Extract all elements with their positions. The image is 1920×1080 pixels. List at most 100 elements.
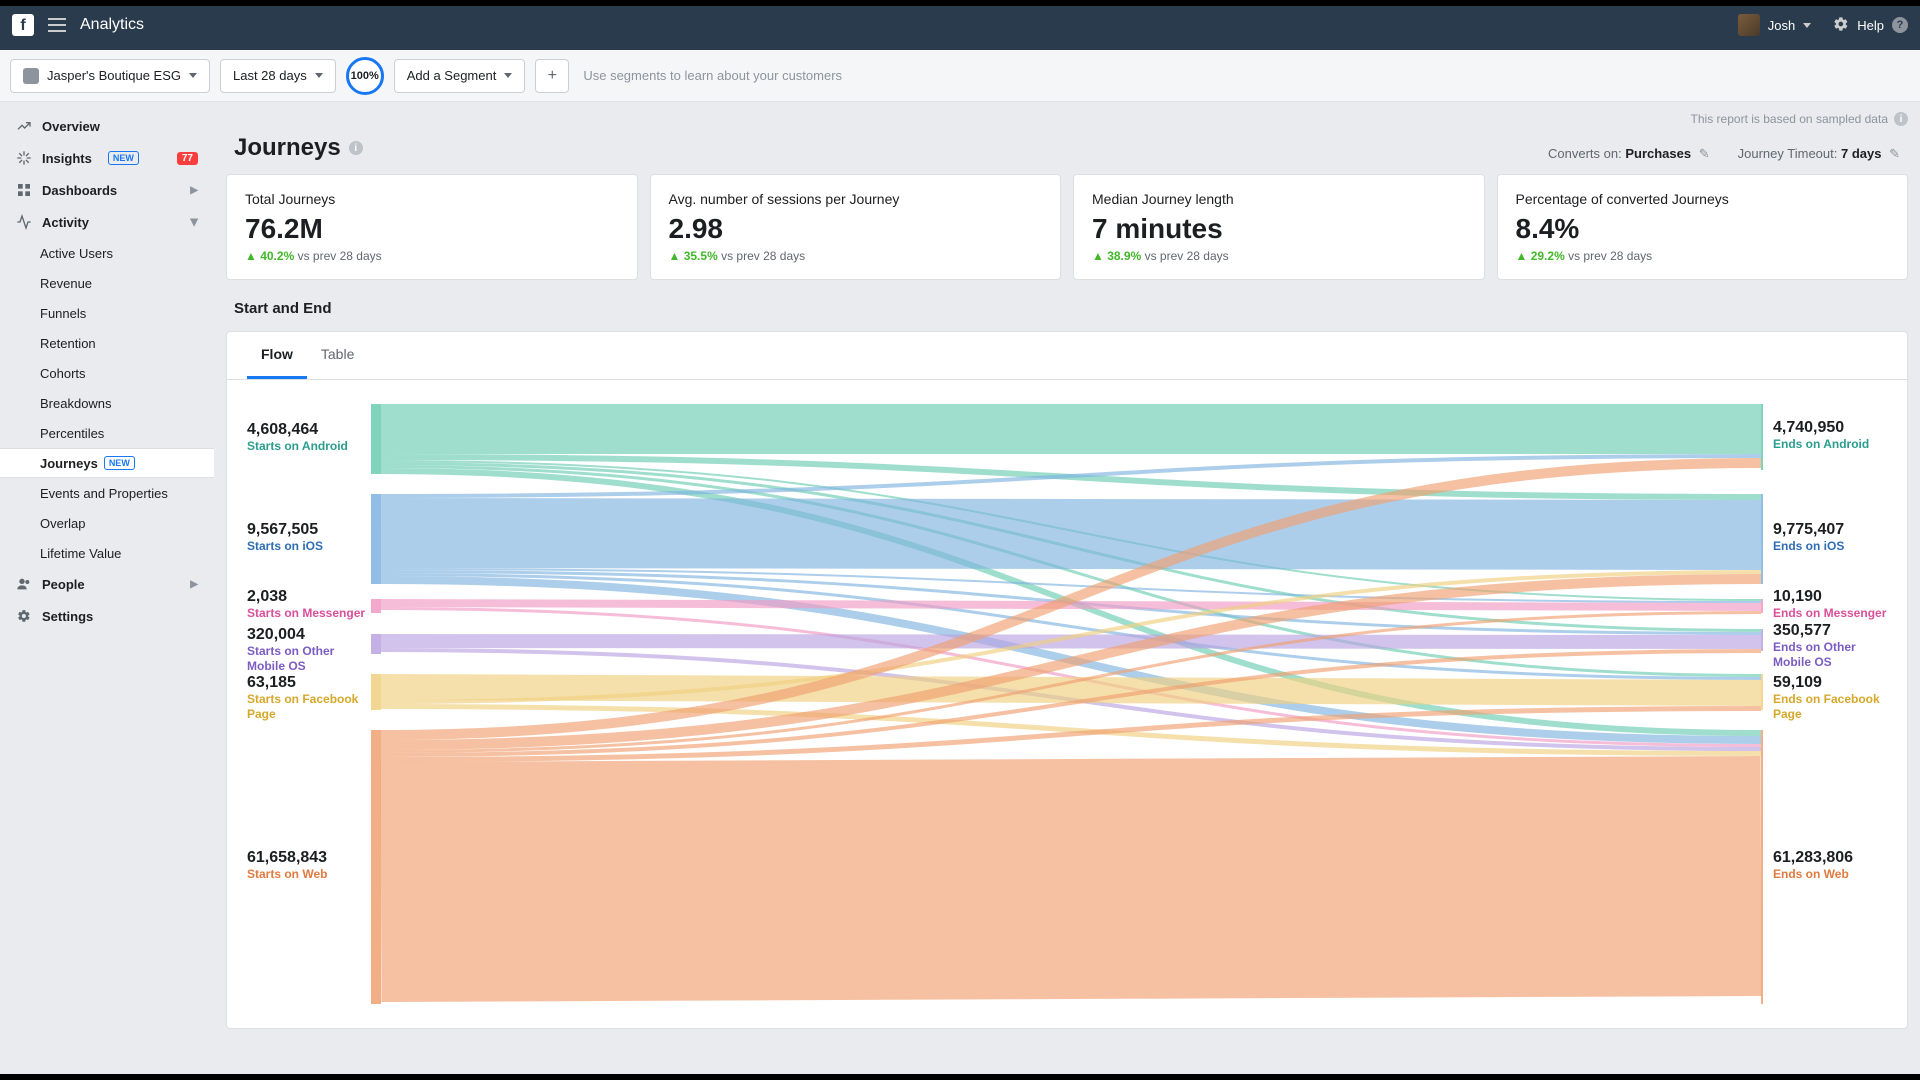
sidebar-sub-events-and-properties[interactable]: Events and Properties <box>0 478 214 508</box>
entity-name: Jasper's Boutique ESG <box>47 68 181 83</box>
help-icon: ? <box>1892 17 1908 33</box>
tab-flow[interactable]: Flow <box>247 332 307 379</box>
kpi-delta: ▲ 29.2% vs prev 28 days <box>1516 249 1890 263</box>
kpi-card[interactable]: Avg. number of sessions per Journey 2.98… <box>650 174 1062 280</box>
chevron-down-icon <box>315 73 323 78</box>
edit-icon: ✎ <box>1699 146 1710 161</box>
sankey-label-right-android: 4,740,950Ends on Android <box>1773 419 1869 452</box>
sidebar-sub-journeys[interactable]: JourneysNEW <box>0 448 214 478</box>
kpi-delta: ▲ 35.5% vs prev 28 days <box>669 249 1043 263</box>
sankey-chart: 4,608,464Starts on Android 9,567,505Start… <box>227 380 1907 1028</box>
sankey-label-left-android: 4,608,464Starts on Android <box>247 421 348 454</box>
sankey-label-right-ios: 9,775,407Ends on iOS <box>1773 521 1844 554</box>
kpi-value: 76.2M <box>245 213 619 245</box>
add-segment-label: Add a Segment <box>407 68 497 83</box>
user-name: Josh <box>1768 18 1795 33</box>
sidebar-sub-funnels[interactable]: Funnels <box>0 298 214 328</box>
percent-badge[interactable]: 100% <box>346 57 384 95</box>
filter-bar: Jasper's Boutique ESG Last 28 days 100% … <box>0 50 1920 102</box>
journey-timeout-setting[interactable]: Journey Timeout: 7 days ✎ <box>1738 146 1900 162</box>
insights-icon <box>16 150 32 166</box>
sidebar-sub-cohorts[interactable]: Cohorts <box>0 358 214 388</box>
tabs: FlowTable <box>227 332 1907 380</box>
menu-toggle-icon[interactable] <box>48 18 66 32</box>
kpi-label: Percentage of converted Journeys <box>1516 191 1890 207</box>
date-range-selector[interactable]: Last 28 days <box>220 59 336 93</box>
sidebar-item-activity[interactable]: Activity ▶ <box>0 206 214 238</box>
sankey-label-left-messenger: 2,038Starts on Messenger <box>247 588 365 621</box>
kpi-label: Median Journey length <box>1092 191 1466 207</box>
sankey-label-right-messenger: 10,190Ends on Messenger <box>1773 588 1886 621</box>
converts-on-setting[interactable]: Converts on: Purchases ✎ <box>1548 146 1710 162</box>
tab-table[interactable]: Table <box>307 332 368 379</box>
sankey-left-labels: 4,608,464Starts on Android 9,567,505Start… <box>247 404 367 1004</box>
filter-hint: Use segments to learn about your custome… <box>583 68 842 83</box>
date-range-label: Last 28 days <box>233 68 307 83</box>
sidebar-sub-lifetime-value[interactable]: Lifetime Value <box>0 538 214 568</box>
insights-count-badge: 77 <box>177 152 198 165</box>
kpi-delta: ▲ 38.9% vs prev 28 days <box>1092 249 1466 263</box>
sidebar-item-insights[interactable]: Insights NEW 77 <box>0 142 214 174</box>
main-content: This report is based on sampled data i J… <box>214 102 1920 1080</box>
kpi-card[interactable]: Percentage of converted Journeys 8.4% ▲ … <box>1497 174 1909 280</box>
sidebar: Overview Insights NEW 77 Dashboards ▶ Ac… <box>0 102 214 1080</box>
sankey-label-right-other: 350,577Ends on Other Mobile OS <box>1773 622 1887 670</box>
kpi-card[interactable]: Median Journey length 7 minutes ▲ 38.9% … <box>1073 174 1485 280</box>
sidebar-item-people[interactable]: People ▶ <box>0 568 214 600</box>
entity-selector[interactable]: Jasper's Boutique ESG <box>10 59 210 93</box>
settings-icon <box>16 608 32 624</box>
overview-icon <box>16 118 32 134</box>
sankey-label-right-fbpage: 59,109Ends on Facebook Page <box>1773 674 1887 722</box>
info-icon[interactable]: i <box>1894 112 1908 126</box>
kpi-card[interactable]: Total Journeys 76.2M ▲ 40.2% vs prev 28 … <box>226 174 638 280</box>
sampled-data-note: This report is based on sampled data i <box>226 112 1908 126</box>
sidebar-sub-percentiles[interactable]: Percentiles <box>0 418 214 448</box>
section-title: Start and End <box>226 294 1908 331</box>
kpi-value: 8.4% <box>1516 213 1890 245</box>
chevron-down-icon <box>504 73 512 78</box>
add-segment-selector[interactable]: Add a Segment <box>394 59 526 93</box>
sidebar-item-dashboards[interactable]: Dashboards ▶ <box>0 174 214 206</box>
app-title: Analytics <box>80 16 144 34</box>
sidebar-sub-active-users[interactable]: Active Users <box>0 238 214 268</box>
gear-icon <box>1833 16 1849 35</box>
chevron-down-icon <box>1803 23 1811 28</box>
chevron-down-icon: ▶ <box>189 218 200 226</box>
kpi-row: Total Journeys 76.2M ▲ 40.2% vs prev 28 … <box>226 174 1908 280</box>
sankey-right-labels: 4,740,950Ends on Android 9,775,407Ends on… <box>1767 404 1887 1004</box>
people-icon <box>16 576 32 592</box>
sankey-svg <box>371 404 1763 1004</box>
info-icon[interactable]: i <box>349 141 363 155</box>
sidebar-sub-overlap[interactable]: Overlap <box>0 508 214 538</box>
chevron-right-icon: ▶ <box>190 579 198 590</box>
entity-icon <box>23 68 39 84</box>
start-end-panel: FlowTable 4,608,464Starts on Android 9,56… <box>226 331 1908 1029</box>
kpi-label: Avg. number of sessions per Journey <box>669 191 1043 207</box>
kpi-delta: ▲ 40.2% vs prev 28 days <box>245 249 619 263</box>
new-badge: NEW <box>108 151 139 165</box>
activity-icon <box>16 214 32 230</box>
add-button[interactable]: + <box>535 59 569 93</box>
avatar <box>1738 14 1760 36</box>
sidebar-sub-revenue[interactable]: Revenue <box>0 268 214 298</box>
sidebar-item-overview[interactable]: Overview <box>0 110 214 142</box>
kpi-value: 2.98 <box>669 213 1043 245</box>
sidebar-item-settings[interactable]: Settings <box>0 600 214 632</box>
sidebar-sub-retention[interactable]: Retention <box>0 328 214 358</box>
help-label: Help <box>1857 18 1884 33</box>
kpi-value: 7 minutes <box>1092 213 1466 245</box>
sankey-label-right-web: 61,283,806Ends on Web <box>1773 849 1853 882</box>
chevron-right-icon: ▶ <box>190 185 198 196</box>
sankey-label-left-web: 61,658,843Starts on Web <box>247 849 327 882</box>
settings-menu[interactable]: Help ? <box>1833 16 1908 35</box>
dashboards-icon <box>16 182 32 198</box>
fb-logo-icon[interactable]: f <box>12 14 34 36</box>
edit-icon: ✎ <box>1889 146 1900 161</box>
new-badge: NEW <box>104 456 135 470</box>
top-bar: f Analytics Josh Help ? <box>0 0 1920 50</box>
sankey-label-left-ios: 9,567,505Starts on iOS <box>247 521 323 554</box>
user-menu[interactable]: Josh <box>1738 14 1811 36</box>
kpi-label: Total Journeys <box>245 191 619 207</box>
sankey-label-left-fbpage: 63,185Starts on Facebook Page <box>247 674 367 722</box>
sidebar-sub-breakdowns[interactable]: Breakdowns <box>0 388 214 418</box>
